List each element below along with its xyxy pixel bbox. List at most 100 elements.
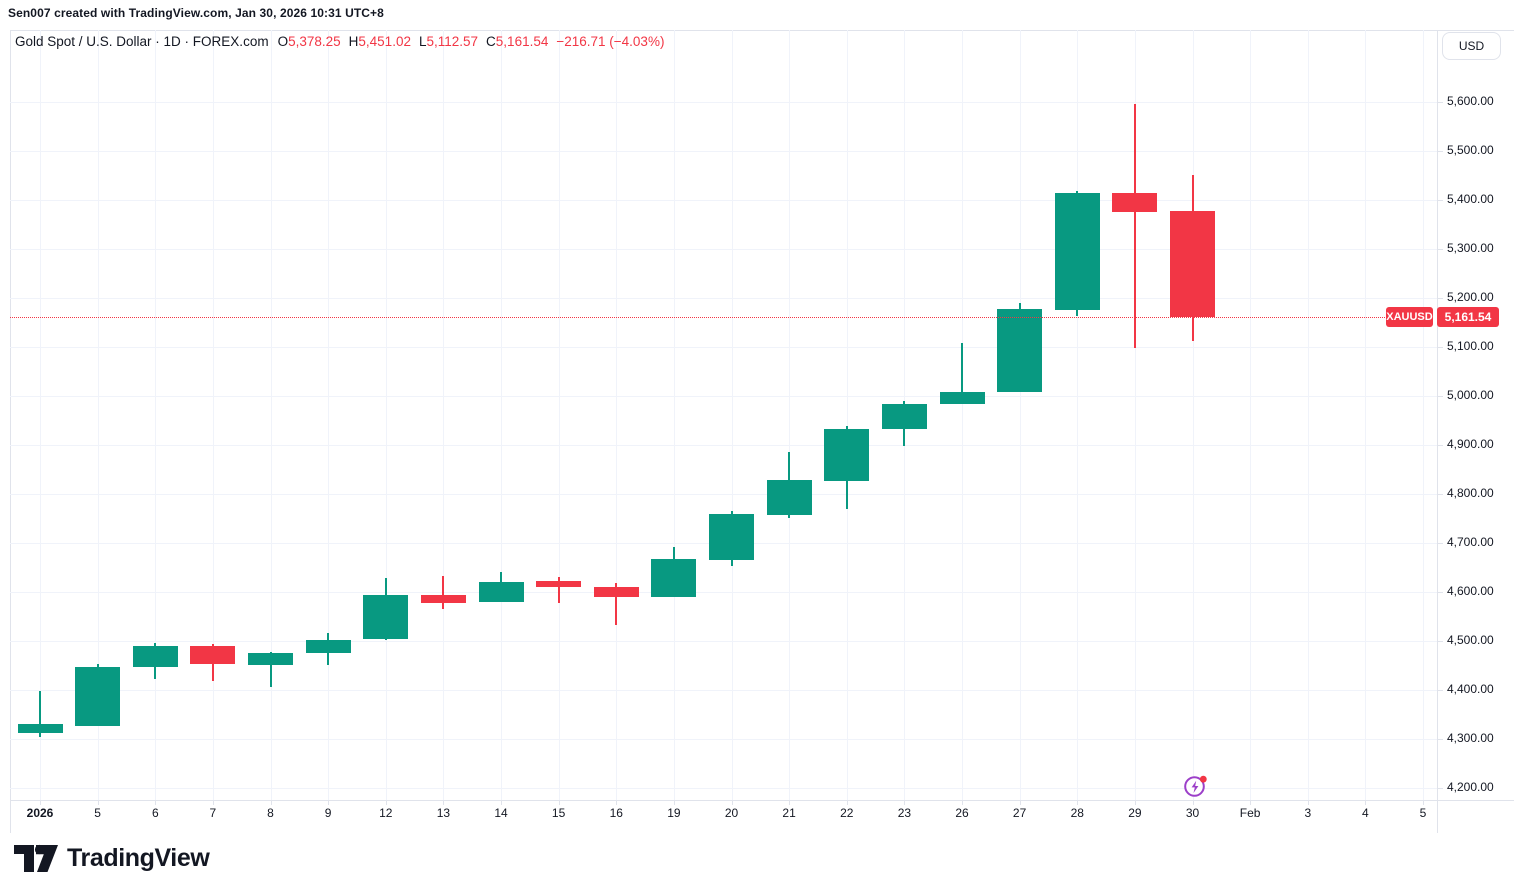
candle[interactable] bbox=[75, 667, 121, 726]
time-tick bbox=[616, 800, 618, 805]
time-tick bbox=[673, 800, 675, 805]
candle[interactable] bbox=[190, 645, 236, 665]
price-tick-label: 5,300.00 bbox=[1447, 241, 1494, 255]
time-tick bbox=[1077, 800, 1079, 805]
time-tick bbox=[904, 800, 906, 805]
price-tick-label: 4,200.00 bbox=[1447, 780, 1494, 794]
time-tick bbox=[1019, 800, 1021, 805]
currency-unit-button[interactable]: USD bbox=[1442, 32, 1501, 60]
price-tick bbox=[1437, 641, 1443, 642]
time-tick bbox=[40, 800, 41, 805]
price-axis-border[interactable] bbox=[1437, 30, 1438, 833]
time-tick-label: Feb bbox=[1239, 806, 1261, 820]
price-tick-label: 5,500.00 bbox=[1447, 143, 1494, 157]
price-tick bbox=[1437, 445, 1443, 446]
time-axis-scale-area[interactable] bbox=[10, 801, 1437, 833]
price-axis-scale-area[interactable] bbox=[1438, 31, 1514, 800]
candle[interactable] bbox=[766, 480, 812, 516]
time-tick-label: 8 bbox=[267, 806, 274, 820]
v-gridline bbox=[1365, 30, 1367, 800]
v-gridline bbox=[1192, 30, 1194, 800]
candle[interactable] bbox=[824, 428, 870, 481]
candle[interactable] bbox=[593, 587, 639, 598]
price-tick-label: 5,400.00 bbox=[1447, 192, 1494, 206]
candle-wick bbox=[269, 651, 272, 688]
candle[interactable] bbox=[997, 309, 1043, 393]
h-gridline bbox=[10, 298, 1437, 299]
v-gridline bbox=[501, 30, 502, 800]
price-tick bbox=[1437, 739, 1443, 740]
attribution-text: Sen007 created with TradingView.com, Jan… bbox=[8, 6, 384, 20]
close-label: C bbox=[486, 34, 496, 49]
flash-event-icon[interactable] bbox=[1183, 773, 1209, 799]
candle-wick bbox=[961, 343, 963, 405]
time-tick bbox=[558, 800, 560, 805]
v-gridline bbox=[443, 30, 445, 800]
time-tick-label: 23 bbox=[897, 806, 912, 820]
tradingview-logo[interactable]: TradingView bbox=[13, 843, 210, 873]
time-tick bbox=[328, 800, 330, 805]
candle[interactable] bbox=[939, 392, 985, 405]
candle[interactable] bbox=[709, 514, 754, 560]
time-tick bbox=[501, 800, 502, 805]
price-tick-label: 5,000.00 bbox=[1447, 388, 1494, 402]
price-tick bbox=[1437, 347, 1443, 348]
v-gridline bbox=[616, 30, 618, 800]
time-tick bbox=[962, 800, 963, 805]
tradingview-logo-mark bbox=[14, 844, 58, 872]
v-gridline bbox=[1019, 30, 1021, 800]
low-value: 5,112.57 bbox=[426, 34, 479, 49]
candle[interactable] bbox=[17, 723, 63, 734]
time-tick-label: 2026 bbox=[26, 806, 54, 820]
candle[interactable] bbox=[651, 559, 697, 598]
time-tick-label: 30 bbox=[1185, 806, 1200, 820]
candle[interactable] bbox=[881, 403, 927, 430]
candle[interactable] bbox=[132, 645, 178, 668]
low-label: L bbox=[418, 34, 427, 49]
time-tick bbox=[212, 800, 214, 805]
pane-top-border bbox=[10, 30, 1514, 31]
candle[interactable] bbox=[1112, 193, 1158, 212]
chart-legend[interactable]: Gold Spot / U.S. Dollar · 1D · FOREX.com… bbox=[15, 34, 664, 49]
time-axis-border[interactable] bbox=[10, 800, 1514, 801]
h-gridline bbox=[10, 151, 1437, 152]
time-tick bbox=[97, 800, 99, 805]
time-tick-label: 4 bbox=[1362, 806, 1369, 820]
price-tick-label: 4,700.00 bbox=[1447, 535, 1494, 549]
candle-wick bbox=[557, 577, 560, 603]
price-tick bbox=[1437, 788, 1443, 789]
current-price-axis-label: 5,161.54 bbox=[1437, 306, 1499, 327]
time-tick-label: 15 bbox=[551, 806, 566, 820]
candle[interactable] bbox=[305, 639, 351, 653]
price-tick bbox=[1437, 200, 1443, 201]
candle[interactable] bbox=[248, 652, 293, 665]
time-tick bbox=[1134, 800, 1136, 805]
price-tick bbox=[1437, 102, 1443, 103]
time-tick-label: 26 bbox=[955, 806, 969, 820]
price-tick-label: 4,600.00 bbox=[1447, 584, 1494, 598]
time-tick-label: 5 bbox=[94, 806, 101, 820]
v-gridline bbox=[846, 30, 848, 800]
candle[interactable] bbox=[420, 594, 466, 603]
v-gridline bbox=[212, 30, 214, 800]
open-label: O bbox=[277, 34, 289, 49]
time-tick-label: 22 bbox=[840, 806, 854, 820]
symbol-price-flag: XAUUSD bbox=[1386, 306, 1433, 327]
price-tick bbox=[1437, 396, 1443, 397]
candle[interactable] bbox=[536, 581, 582, 588]
time-tick-label: 13 bbox=[436, 806, 451, 820]
candle[interactable] bbox=[1054, 192, 1100, 310]
candle[interactable] bbox=[1170, 210, 1215, 317]
ohlc-readout: O5,378.25 H5,451.02 L5,112.57 C5,161.54 … bbox=[278, 34, 665, 49]
symbol-title[interactable]: Gold Spot / U.S. Dollar · 1D · FOREX.com bbox=[15, 34, 269, 49]
time-tick-label: 12 bbox=[379, 806, 393, 820]
time-tick bbox=[1250, 800, 1252, 805]
time-tick-label: 19 bbox=[667, 806, 681, 820]
candle[interactable] bbox=[478, 581, 524, 603]
h-gridline bbox=[10, 445, 1437, 446]
v-gridline bbox=[789, 30, 791, 800]
time-tick-label: 20 bbox=[724, 806, 739, 820]
candle[interactable] bbox=[363, 594, 409, 640]
h-gridline bbox=[10, 592, 1437, 593]
